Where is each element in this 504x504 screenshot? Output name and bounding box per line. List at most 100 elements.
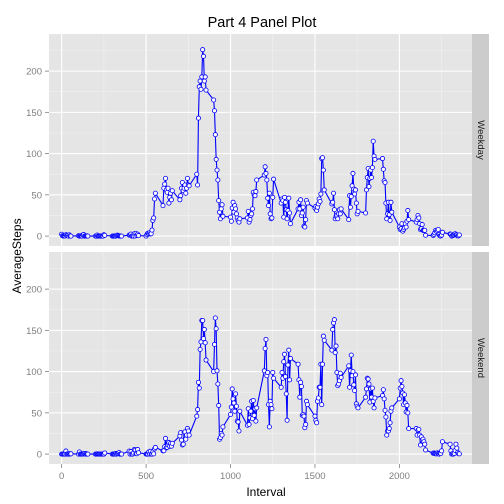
data-point (298, 383, 304, 389)
data-point (295, 361, 301, 367)
data-point (347, 384, 353, 390)
data-point (268, 402, 274, 408)
chart-title: Part 4 Panel Plot (208, 15, 317, 31)
data-point (197, 78, 203, 84)
data-point (262, 346, 268, 352)
data-point (180, 441, 186, 447)
data-point (297, 394, 303, 400)
data-point (312, 413, 318, 419)
data-point (281, 359, 287, 365)
data-point (403, 224, 409, 230)
data-point (338, 374, 344, 380)
data-point (253, 418, 259, 424)
data-point (363, 187, 369, 193)
data-point (235, 419, 241, 425)
data-point (201, 53, 207, 59)
data-point (346, 363, 352, 369)
data-point (383, 414, 389, 420)
data-point (214, 167, 220, 173)
data-point (287, 210, 293, 216)
data-point (298, 379, 304, 385)
data-point (265, 195, 271, 201)
data-point (201, 327, 207, 333)
data-point (320, 155, 326, 161)
x-tick-label: 0 (59, 471, 64, 482)
data-point (406, 426, 412, 432)
data-point (265, 369, 271, 375)
y-tick-label: 150 (26, 326, 42, 337)
data-point (228, 218, 234, 224)
data-point (370, 138, 376, 144)
data-point (286, 347, 292, 353)
data-point (406, 217, 412, 223)
data-point (266, 190, 272, 196)
data-point (388, 199, 394, 205)
data-point (347, 204, 353, 210)
data-point (384, 432, 390, 438)
data-point (398, 378, 404, 384)
y-tick-label: 100 (26, 149, 42, 160)
data-point (321, 187, 327, 193)
data-point (355, 208, 361, 214)
data-point (211, 97, 217, 103)
panel-background (49, 252, 472, 464)
data-point (355, 405, 361, 411)
data-point (183, 190, 189, 196)
data-point (417, 442, 423, 448)
data-point (198, 86, 204, 92)
data-point (423, 232, 429, 238)
data-point (102, 232, 108, 238)
data-point (211, 341, 217, 347)
data-point (363, 210, 369, 216)
data-point (303, 217, 309, 223)
data-point (228, 412, 234, 418)
data-point (348, 352, 354, 358)
data-point (249, 211, 255, 217)
data-point (230, 396, 236, 402)
data-point (183, 436, 189, 442)
data-point (350, 369, 356, 375)
data-point (220, 213, 226, 219)
x-tick-label: 1000 (220, 471, 241, 482)
data-point (405, 208, 411, 214)
data-point (333, 343, 339, 349)
data-point (346, 217, 352, 223)
data-point (269, 406, 275, 412)
data-point (282, 351, 288, 357)
data-point (271, 375, 277, 381)
data-point (203, 87, 209, 93)
data-point (216, 198, 222, 204)
data-point (416, 426, 422, 432)
data-point (263, 336, 269, 342)
data-point (195, 182, 201, 188)
data-point (287, 355, 293, 361)
y-tick-label: 200 (26, 285, 42, 296)
data-point (267, 211, 273, 217)
data-point (119, 233, 125, 239)
data-point (237, 408, 243, 414)
x-axis-title: Interval (246, 485, 285, 499)
data-point (68, 451, 74, 457)
data-point (228, 404, 234, 410)
data-point (381, 396, 387, 402)
data-point (201, 336, 207, 342)
panel-background (49, 34, 472, 246)
data-point (363, 394, 369, 400)
facet-strip-label: Weekday (475, 120, 486, 160)
data-point (350, 170, 356, 176)
data-point (353, 200, 359, 206)
data-point (185, 428, 191, 434)
data-point (246, 421, 252, 427)
data-point (186, 183, 192, 189)
data-point (262, 164, 268, 170)
data-point (228, 214, 234, 220)
data-point (454, 445, 460, 451)
data-point (202, 340, 208, 346)
data-point (330, 199, 336, 205)
data-point (447, 441, 453, 447)
data-point (251, 412, 257, 418)
data-point (338, 206, 344, 212)
data-point (282, 194, 288, 200)
data-point (382, 407, 388, 413)
data-point (269, 215, 275, 221)
